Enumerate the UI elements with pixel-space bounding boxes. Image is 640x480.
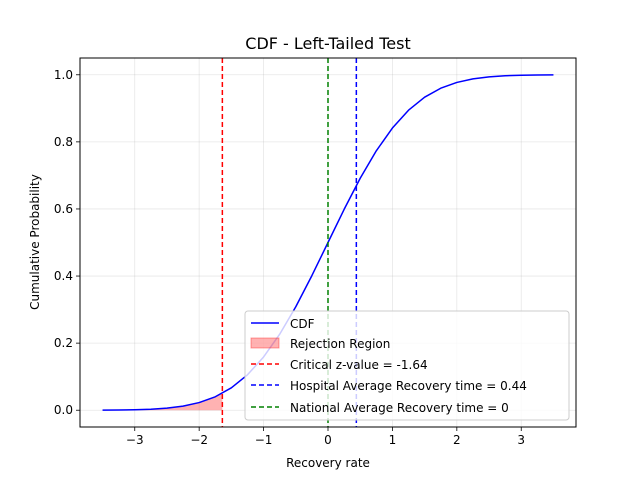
y-axis-label: Cumulative Probability <box>28 174 42 310</box>
y-axis: 0.0 0.2 0.4 0.6 0.8 1.0 <box>54 68 80 417</box>
x-axis: −3 −2 −1 0 1 2 3 <box>126 427 525 447</box>
legend-label-cdf: CDF <box>290 317 315 331</box>
x-tick-label: 2 <box>453 433 461 447</box>
legend-label-rejection: Rejection Region <box>290 337 390 351</box>
legend: CDF Rejection Region Critical z-value = … <box>244 310 570 421</box>
x-tick-label: −1 <box>255 433 273 447</box>
chart-title: CDF - Left-Tailed Test <box>245 34 410 53</box>
legend-label-national: National Average Recovery time = 0 <box>290 401 509 415</box>
y-tick-label: 0.4 <box>54 269 73 283</box>
x-tick-label: −3 <box>126 433 144 447</box>
y-tick-label: 1.0 <box>54 68 73 82</box>
legend-label-hospital: Hospital Average Recovery time = 0.44 <box>290 379 527 393</box>
x-tick-label: 1 <box>389 433 397 447</box>
y-tick-label: 0.8 <box>54 135 73 149</box>
legend-box <box>244 310 570 421</box>
x-tick-label: −2 <box>190 433 208 447</box>
legend-label-critical: Critical z-value = -1.64 <box>290 358 428 372</box>
rejection-region <box>102 393 223 411</box>
x-tick-label: 0 <box>324 433 332 447</box>
rejection-region-layer <box>102 393 223 411</box>
x-axis-label: Recovery rate <box>286 456 370 470</box>
legend-swatch-rejection <box>250 337 280 349</box>
y-tick-label: 0.0 <box>54 403 73 417</box>
x-tick-label: 3 <box>517 433 525 447</box>
y-tick-label: 0.6 <box>54 202 73 216</box>
y-tick-label: 0.2 <box>54 336 73 350</box>
